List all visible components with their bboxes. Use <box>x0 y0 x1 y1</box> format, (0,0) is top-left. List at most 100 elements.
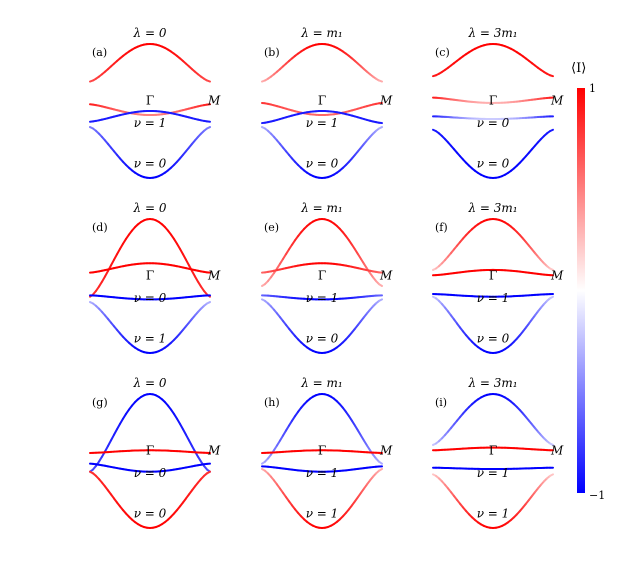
band-line-segment <box>110 258 115 267</box>
band-line-segment <box>206 79 211 83</box>
panel-tag: (e) <box>264 221 279 234</box>
panel-grid: λ = 0 (a) Γ Mν = 1 ν = 0 λ = m₁ (b) Γ Mν = 1 ν = … <box>89 26 564 529</box>
colorbar: ⟨I⟩ 1 −1 <box>571 61 605 502</box>
band-line-segment <box>113 253 118 261</box>
band-index-label: ν = 1 <box>134 331 167 345</box>
band-index-label: ν = 1 <box>134 116 167 130</box>
panel-tag: (i) <box>435 396 447 409</box>
panel-tag: (g) <box>92 396 108 409</box>
band-line-segment <box>101 275 106 283</box>
m-point-label: M <box>207 268 221 282</box>
m-point-label: M <box>550 443 564 457</box>
band-line-segment <box>549 473 554 477</box>
panel-title: λ = 0 <box>133 26 167 40</box>
band-line-segment <box>185 258 190 267</box>
band-index-label: ν = 1 <box>306 506 339 520</box>
band-index-label: ν = 1 <box>306 466 339 480</box>
m-point-label: M <box>379 93 393 107</box>
band-line-segment <box>549 267 554 271</box>
band-line-segment <box>104 269 109 278</box>
panel-title: λ = 3m₁ <box>467 201 517 215</box>
panel-title: λ = 3m₁ <box>467 376 517 390</box>
band-line-segment <box>191 269 196 278</box>
panel-tag: (f) <box>435 221 448 234</box>
band-line-segment <box>378 460 383 465</box>
gamma-point-label: Γ <box>318 93 326 107</box>
colorbar-label: ⟨I⟩ <box>571 61 586 76</box>
gamma-point-label: Γ <box>318 443 326 457</box>
gamma-point-label: Γ <box>146 93 154 107</box>
gamma-point-label: Γ <box>146 268 154 282</box>
band-line-segment <box>378 79 383 83</box>
band-line-segment <box>185 433 190 442</box>
panel-tag: (b) <box>264 46 280 59</box>
band-line-segment <box>378 298 383 302</box>
panel-title: λ = m₁ <box>300 201 342 215</box>
colorbar-max-label: 1 <box>589 82 596 95</box>
panel-tag: (d) <box>92 221 108 234</box>
m-point-label: M <box>550 268 564 282</box>
band-panel: λ = 3m₁ (f) Γ Mν = 1 ν = 0 <box>432 201 564 354</box>
m-point-label: M <box>379 443 393 457</box>
panel-title: λ = m₁ <box>300 26 342 40</box>
panel-title: λ = 3m₁ <box>467 26 517 40</box>
band-line-segment <box>194 275 199 283</box>
panel-title: λ = 0 <box>133 201 167 215</box>
m-point-label: M <box>379 268 393 282</box>
panel-title: λ = m₁ <box>300 376 342 390</box>
gamma-point-label: Γ <box>318 268 326 282</box>
band-panel: λ = 0 (d) Γ Mν = 0 ν = 1 <box>89 201 221 354</box>
band-line-segment <box>182 428 187 436</box>
band-panel: λ = 3m₁ (i) Γ Mν = 1 ν = 1 <box>432 376 564 529</box>
band-line-segment <box>182 253 187 261</box>
band-index-label: ν = 0 <box>134 156 167 170</box>
band-line-segment <box>549 128 554 133</box>
band-line-segment <box>104 444 109 453</box>
band-index-label: ν = 0 <box>477 116 510 130</box>
colorbar-gradient <box>577 88 585 493</box>
band-line-segment <box>179 422 184 431</box>
band-line-segment <box>378 468 383 472</box>
band-index-label: ν = 1 <box>477 291 510 305</box>
band-line-segment <box>179 247 184 256</box>
m-point-label: M <box>207 443 221 457</box>
panel-tag: (a) <box>92 46 107 59</box>
band-index-label: ν = 0 <box>134 291 167 305</box>
band-index-label: ν = 1 <box>477 466 510 480</box>
band-line-segment <box>549 74 554 78</box>
band-panel: λ = 3m₁ (c) Γ Mν = 0 ν = 0 <box>432 26 564 179</box>
gamma-point-label: Γ <box>489 268 497 282</box>
band-index-label: ν = 1 <box>306 116 339 130</box>
band-line-segment <box>191 444 196 453</box>
m-point-label: M <box>550 93 564 107</box>
band-index-label: ν = 1 <box>306 291 339 305</box>
band-index-label: ν = 0 <box>306 156 339 170</box>
band-panel: λ = m₁ (h) Γ Mν = 1 ν = 1 <box>261 376 393 529</box>
panel-tag: (h) <box>264 396 280 409</box>
band-line-segment <box>188 439 193 447</box>
band-line-segment <box>549 442 554 446</box>
panel-title: λ = 0 <box>133 376 167 390</box>
band-line-segment <box>113 428 118 436</box>
band-line-segment <box>378 283 383 287</box>
band-index-label: ν = 0 <box>477 156 510 170</box>
gamma-point-label: Γ <box>489 443 497 457</box>
band-index-label: ν = 0 <box>134 466 167 480</box>
gamma-point-label: Γ <box>489 93 497 107</box>
band-line-segment <box>206 126 211 130</box>
band-line-segment <box>549 295 554 300</box>
gamma-point-label: Γ <box>146 443 154 457</box>
band-index-label: ν = 0 <box>306 331 339 345</box>
band-panel: λ = m₁ (b) Γ Mν = 1 ν = 0 <box>261 26 393 179</box>
band-panel: λ = 0 (g) Γ Mν = 0 ν = 0 <box>89 376 221 529</box>
band-line-segment <box>116 247 121 256</box>
band-line-segment <box>110 433 115 442</box>
band-line-segment <box>116 422 121 431</box>
m-point-label: M <box>207 93 221 107</box>
band-line-segment <box>206 301 211 305</box>
band-line-segment <box>206 470 211 475</box>
band-line-segment <box>378 126 383 130</box>
band-index-label: ν = 0 <box>134 506 167 520</box>
band-line-segment <box>107 439 112 447</box>
